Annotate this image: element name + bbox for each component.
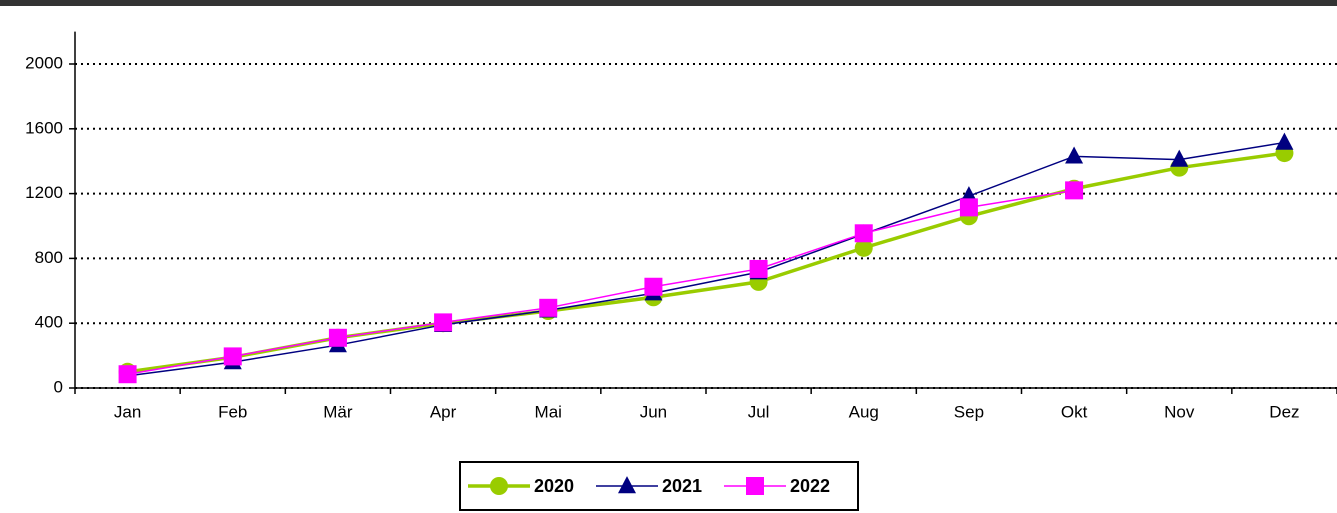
y-tick-label: 1200 [25,183,63,202]
y-tick-label: 400 [35,313,63,332]
y-tick-label: 1600 [25,118,63,137]
legend-label: 2021 [662,476,702,496]
series-line [127,151,1285,374]
top-border [0,0,1337,6]
legend-marker [746,477,764,495]
point [959,198,978,217]
x-tick-label: Jul [748,402,770,421]
point [854,238,873,257]
x-tick-label: Mai [535,402,562,421]
point [749,259,768,278]
x-tick-label: Dez [1269,402,1299,421]
point [644,277,663,296]
x-tick-label: Sep [954,402,984,421]
point [1065,181,1084,200]
x-tick-label: Apr [430,402,457,421]
point [1170,149,1189,167]
point [854,224,873,243]
x-tick-label: Okt [1061,402,1088,421]
series-line [127,189,1075,375]
x-tick-label: Feb [218,402,247,421]
point [118,365,137,384]
point [328,328,347,347]
point [539,298,558,317]
x-tick-label: Aug [849,402,879,421]
x-tick-label: Jun [640,402,667,421]
y-tick-label: 2000 [25,53,63,72]
point [1065,146,1084,164]
point [434,313,453,332]
y-tick-label: 0 [54,377,63,396]
legend-marker [618,476,636,494]
legend-label: 2022 [790,476,830,496]
y-tick-label: 800 [35,248,63,267]
series-line [127,141,1285,377]
x-tick-label: Jan [114,402,141,421]
legend-label: 2020 [534,476,574,496]
point [1275,132,1294,150]
point [223,347,242,366]
x-tick-label: Mär [323,402,353,421]
x-tick-label: Nov [1164,402,1195,421]
legend-marker [490,477,508,495]
